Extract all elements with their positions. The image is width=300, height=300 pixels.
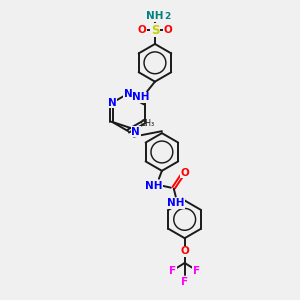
Text: N: N <box>131 127 140 137</box>
Text: N: N <box>107 98 116 108</box>
Text: F: F <box>169 266 176 276</box>
Text: S: S <box>151 24 159 37</box>
Text: NH: NH <box>145 181 163 191</box>
Text: N: N <box>124 88 133 98</box>
Text: F: F <box>181 277 188 287</box>
Text: NH: NH <box>167 199 184 208</box>
Text: NH: NH <box>132 92 150 103</box>
Text: NH: NH <box>146 11 164 21</box>
Text: CH₃: CH₃ <box>141 119 155 128</box>
Text: O: O <box>138 25 146 35</box>
Text: F: F <box>193 266 200 276</box>
Text: O: O <box>180 246 189 256</box>
Text: O: O <box>164 25 172 35</box>
Text: O: O <box>180 168 189 178</box>
Text: 2: 2 <box>164 12 170 21</box>
